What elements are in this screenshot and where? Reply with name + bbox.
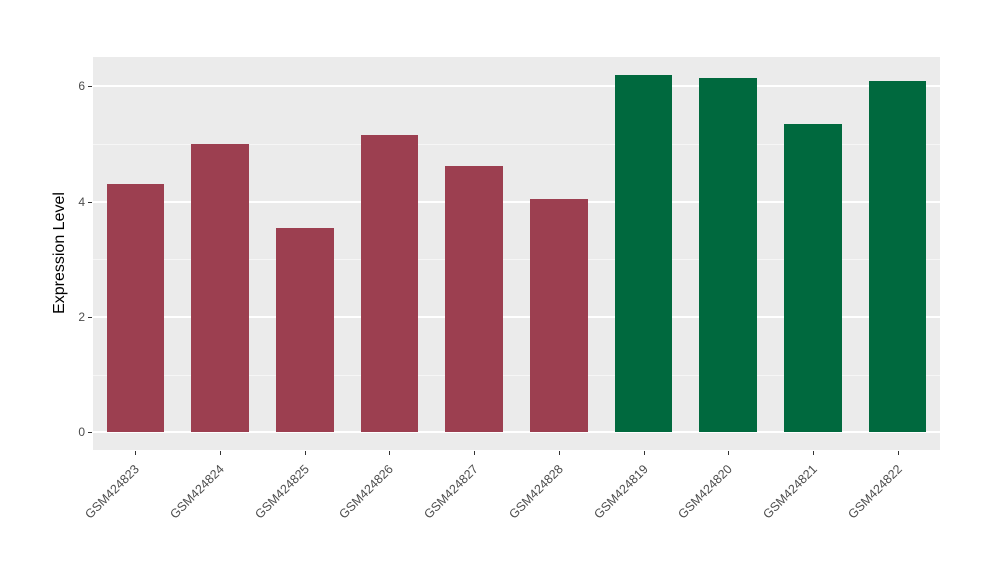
- x-tick-mark: [812, 451, 814, 455]
- y-tick-label: 6: [78, 79, 85, 94]
- bar-GSM424827: [445, 165, 503, 433]
- y-tick-mark: [88, 86, 92, 88]
- x-tick-label-GSM424825: GSM424825: [252, 462, 312, 522]
- gridline-major: [93, 85, 940, 88]
- bar-GSM424824: [191, 144, 249, 433]
- bar-GSM424819: [614, 74, 673, 433]
- x-tick-label-GSM424820: GSM424820: [675, 462, 736, 522]
- x-tick-mark: [389, 451, 391, 455]
- y-tick-label: 4: [78, 194, 85, 209]
- bar-GSM424822: [868, 80, 927, 433]
- x-tick-label-GSM424828: GSM424828: [506, 462, 566, 522]
- y-tick-mark: [88, 201, 92, 203]
- y-axis-title: Expression Level: [51, 191, 68, 314]
- x-tick-label-GSM424821: GSM424821: [760, 462, 820, 522]
- bar-GSM424826: [360, 135, 419, 433]
- bar-GSM424820: [699, 77, 758, 433]
- x-tick-mark: [643, 451, 645, 455]
- x-tick-label-GSM424827: GSM424827: [421, 462, 482, 522]
- gridline-major: [93, 315, 940, 318]
- gridline-minor: [93, 259, 940, 261]
- gridline-major: [93, 431, 940, 434]
- x-tick-mark: [897, 451, 899, 455]
- y-tick-label: 0: [78, 425, 85, 440]
- bar-GSM424821: [784, 123, 842, 433]
- gridline-minor: [93, 144, 940, 145]
- gridline-major: [93, 200, 940, 203]
- x-tick-mark: [220, 451, 222, 455]
- x-tick-label-GSM424822: GSM424822: [845, 462, 905, 522]
- gridline-minor: [93, 374, 940, 376]
- x-tick-label-GSM424826: GSM424826: [336, 462, 397, 522]
- x-tick-mark: [135, 451, 137, 455]
- bar-GSM424825: [275, 227, 334, 433]
- x-tick-label-GSM424823: GSM424823: [82, 462, 143, 522]
- plot-panel: [93, 57, 940, 450]
- x-tick-mark: [304, 451, 306, 455]
- x-tick-label-GSM424819: GSM424819: [590, 462, 651, 522]
- y-tick-mark: [88, 432, 92, 434]
- y-tick-label: 2: [78, 309, 85, 324]
- bar-GSM424828: [530, 198, 588, 433]
- x-tick-mark: [474, 451, 476, 455]
- bar-GSM424823: [106, 184, 165, 433]
- x-tick-label-GSM424824: GSM424824: [167, 462, 227, 522]
- x-tick-mark: [728, 451, 730, 455]
- y-tick-mark: [88, 316, 92, 318]
- x-tick-mark: [558, 451, 560, 455]
